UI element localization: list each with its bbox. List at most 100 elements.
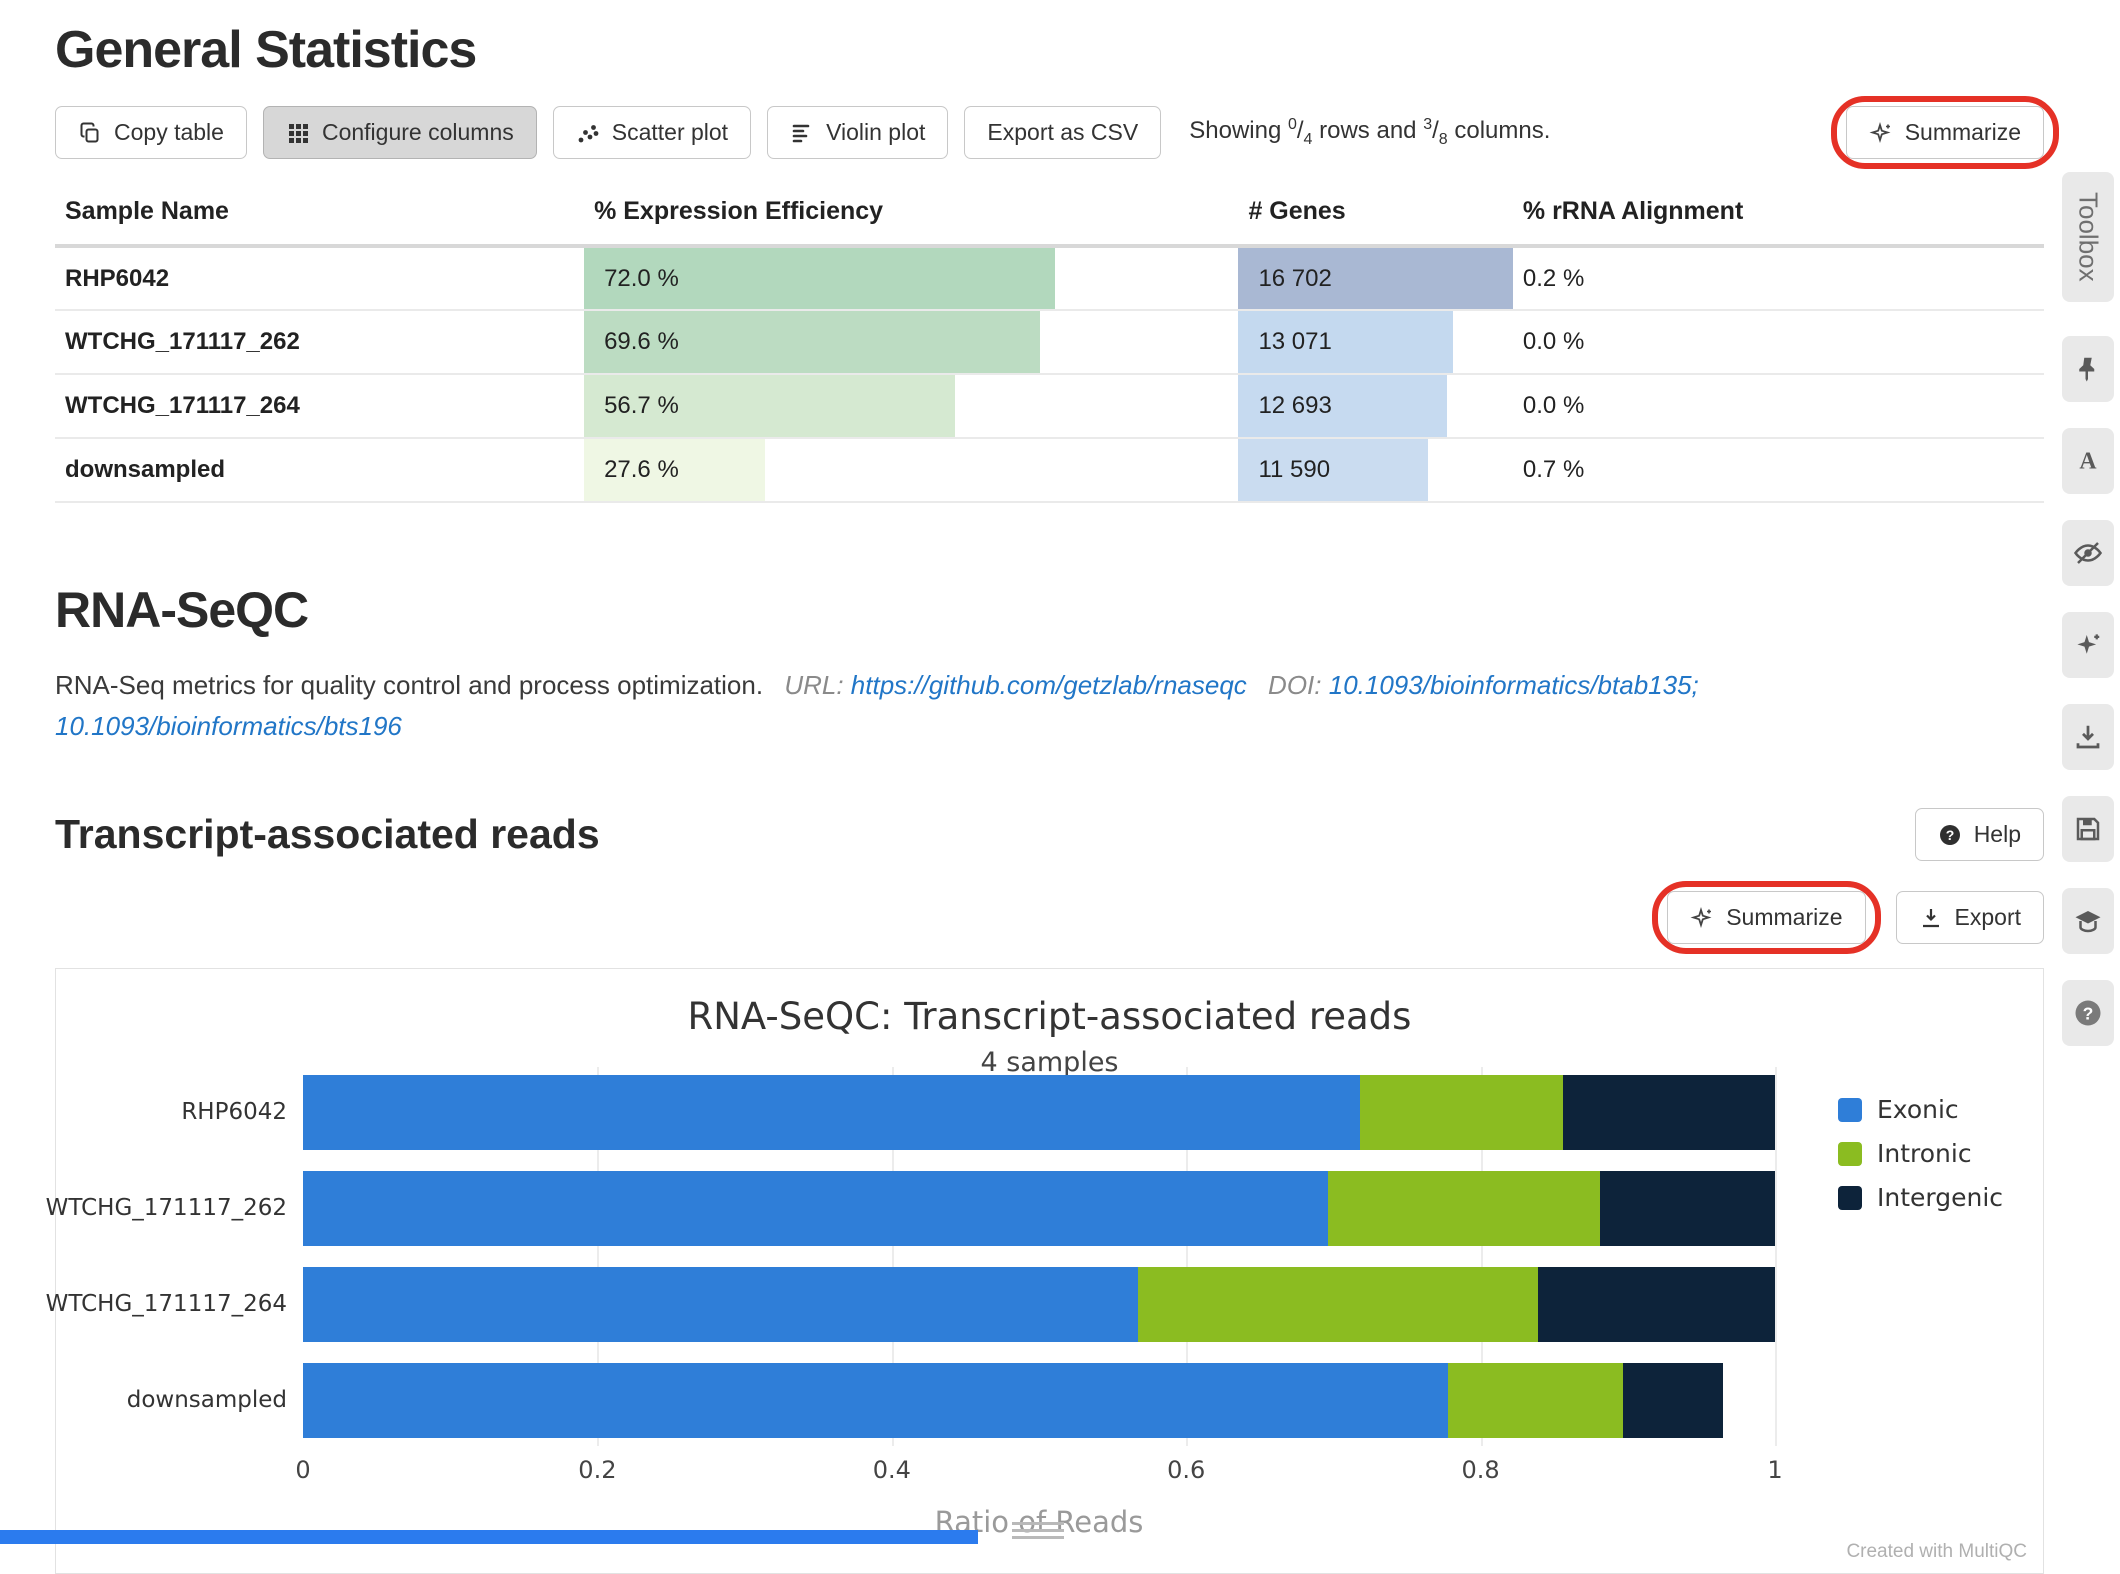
- sparkle-icon: [1690, 906, 1714, 930]
- y-axis-label: WTCHG_171117_264: [45, 1291, 287, 1318]
- gridline: [891, 1067, 894, 1447]
- configure-columns-button[interactable]: Configure columns: [262, 106, 537, 160]
- export-csv-button[interactable]: Export as CSV: [964, 106, 1162, 160]
- genes-cell: 13 071: [1238, 310, 1513, 376]
- header-rrna-alignment[interactable]: % rRNA Alignment: [1512, 187, 2044, 249]
- help-button[interactable]: ? Help: [1914, 807, 2044, 862]
- cols-shown: 3: [1423, 116, 1433, 134]
- cell-value: 12 693: [1258, 392, 1332, 420]
- legend-swatch: [1838, 1141, 1862, 1166]
- ai-summarize-icon[interactable]: [2062, 612, 2114, 678]
- bar-segment-intergenic[interactable]: [1537, 1267, 1775, 1343]
- hide-samples-icon[interactable]: [2062, 520, 2114, 586]
- bar-row: [303, 1267, 1775, 1343]
- bar-segment-exonic[interactable]: [303, 1171, 1328, 1247]
- rows-total: 4: [1303, 131, 1313, 149]
- scatter-plot-button[interactable]: Scatter plot: [552, 106, 752, 160]
- transcript-reads-title: Transcript-associated reads: [55, 811, 600, 858]
- bar-segment-intergenic[interactable]: [1563, 1075, 1775, 1151]
- cell-value: 16 702: [1258, 264, 1332, 292]
- configure-columns-label: Configure columns: [321, 119, 514, 145]
- bar-segment-intergenic[interactable]: [1623, 1363, 1724, 1439]
- toolbox-sidebar: Toolbox A?: [2062, 0, 2114, 1544]
- horizontal-scrollbar[interactable]: [0, 1530, 978, 1544]
- summarize-table-button[interactable]: Summarize: [1845, 106, 2044, 160]
- transcript-reads-section-header: Transcript-associated reads ? Help: [55, 807, 2044, 862]
- legend-item-intronic[interactable]: Intronic: [1838, 1139, 2003, 1168]
- download-icon[interactable]: [2062, 704, 2114, 770]
- header-sample-name[interactable]: Sample Name: [55, 187, 585, 249]
- doi-label: DOI:: [1268, 670, 1322, 701]
- cols-total: 8: [1438, 131, 1448, 149]
- showing-prefix: Showing: [1189, 117, 1282, 145]
- bar-segment-intronic[interactable]: [1137, 1267, 1538, 1343]
- plot-actions-row: Summarize Export: [55, 881, 2044, 955]
- x-tick-label: 0.8: [1461, 1456, 1500, 1485]
- value-bar: [1238, 439, 1428, 502]
- x-tick-label: 0: [295, 1456, 311, 1485]
- rrna-cell: 0.2 %: [1512, 246, 2044, 312]
- violin-icon: [790, 121, 814, 145]
- font-size-icon[interactable]: A: [2062, 428, 2114, 494]
- rnaseqc-url-link[interactable]: https://github.com/getzlab/rnaseqc: [850, 670, 1247, 701]
- chart-legend: Exonic Intronic Intergenic: [1838, 1095, 2003, 1212]
- grid-icon: [286, 121, 310, 145]
- download-icon: [1919, 906, 1943, 930]
- expression-efficiency-cell: 27.6 %: [584, 438, 1239, 504]
- resize-handle[interactable]: [1012, 1522, 1064, 1539]
- bar-segment-intronic[interactable]: [1448, 1363, 1624, 1439]
- legend-label: Intergenic: [1877, 1183, 2004, 1213]
- copy-table-label: Copy table: [114, 119, 224, 145]
- cell-value: 27.6 %: [604, 456, 679, 484]
- toolbox-tab[interactable]: Toolbox: [2062, 172, 2114, 302]
- legend-item-exonic[interactable]: Exonic: [1838, 1095, 2003, 1124]
- bar-segment-intergenic[interactable]: [1599, 1171, 1775, 1247]
- cell-value: 72.0 %: [604, 264, 679, 292]
- citation-icon[interactable]: [2062, 888, 2114, 954]
- gridline: [1186, 1067, 1189, 1447]
- expression-efficiency-cell: 69.6 %: [584, 310, 1239, 376]
- bar-segment-exonic[interactable]: [303, 1267, 1138, 1343]
- table-header-row: Sample Name % Expression Efficiency # Ge…: [55, 187, 2044, 249]
- x-tick-label: 0.2: [578, 1456, 617, 1485]
- legend-item-intergenic[interactable]: Intergenic: [1838, 1183, 2003, 1212]
- plot-area: 0 0.2 0.4 0.6 0.8 1 RHP6042 WTCHG_171117_262 WTC…: [46, 1067, 1783, 1484]
- scatter-icon: [576, 121, 600, 145]
- bar-segment-intronic[interactable]: [1359, 1075, 1564, 1151]
- pin-icon[interactable]: [2062, 336, 2114, 402]
- gridline: [597, 1067, 600, 1447]
- genes-cell: 12 693: [1238, 374, 1513, 440]
- save-icon[interactable]: [2062, 796, 2114, 862]
- y-axis-label: downsampled: [126, 1387, 287, 1414]
- help-icon[interactable]: ?: [2062, 980, 2114, 1046]
- cell-value: 13 071: [1258, 328, 1332, 356]
- doi-link-2[interactable]: 10.1093/bioinformatics/bts196: [55, 710, 402, 741]
- bar-segment-exonic[interactable]: [303, 1075, 1360, 1151]
- value-bar: [584, 439, 765, 502]
- value-bar: [584, 311, 1040, 374]
- showing-suffix: columns.: [1454, 117, 1551, 145]
- doi-link-1[interactable]: 10.1093/bioinformatics/btab135;: [1328, 670, 1699, 701]
- legend-label: Exonic: [1877, 1095, 1959, 1125]
- rows-shown: 0: [1287, 116, 1297, 134]
- showing-mid: rows and: [1319, 117, 1417, 145]
- value-bar: [1238, 311, 1453, 374]
- header-genes[interactable]: # Genes: [1238, 187, 1513, 249]
- summarize-plot-button[interactable]: Summarize: [1667, 891, 1866, 945]
- bar-segment-intronic[interactable]: [1327, 1171, 1600, 1247]
- header-expression-efficiency[interactable]: % Expression Efficiency: [584, 187, 1239, 249]
- value-bar: [584, 375, 956, 438]
- svg-text:?: ?: [1945, 827, 1954, 843]
- gridline: [1480, 1067, 1483, 1447]
- y-axis-label: RHP6042: [181, 1099, 287, 1126]
- violin-plot-button[interactable]: Violin plot: [767, 106, 949, 160]
- copy-table-button[interactable]: Copy table: [55, 106, 247, 160]
- export-plot-button[interactable]: Export: [1895, 891, 2044, 945]
- bar-segment-exonic[interactable]: [303, 1363, 1449, 1439]
- chart-subtitle: 4 samples: [980, 1047, 1119, 1079]
- genes-cell: 16 702: [1238, 246, 1513, 312]
- url-label: URL:: [784, 670, 844, 701]
- help-label: Help: [1973, 820, 2021, 847]
- help-icon: ?: [1938, 823, 1962, 847]
